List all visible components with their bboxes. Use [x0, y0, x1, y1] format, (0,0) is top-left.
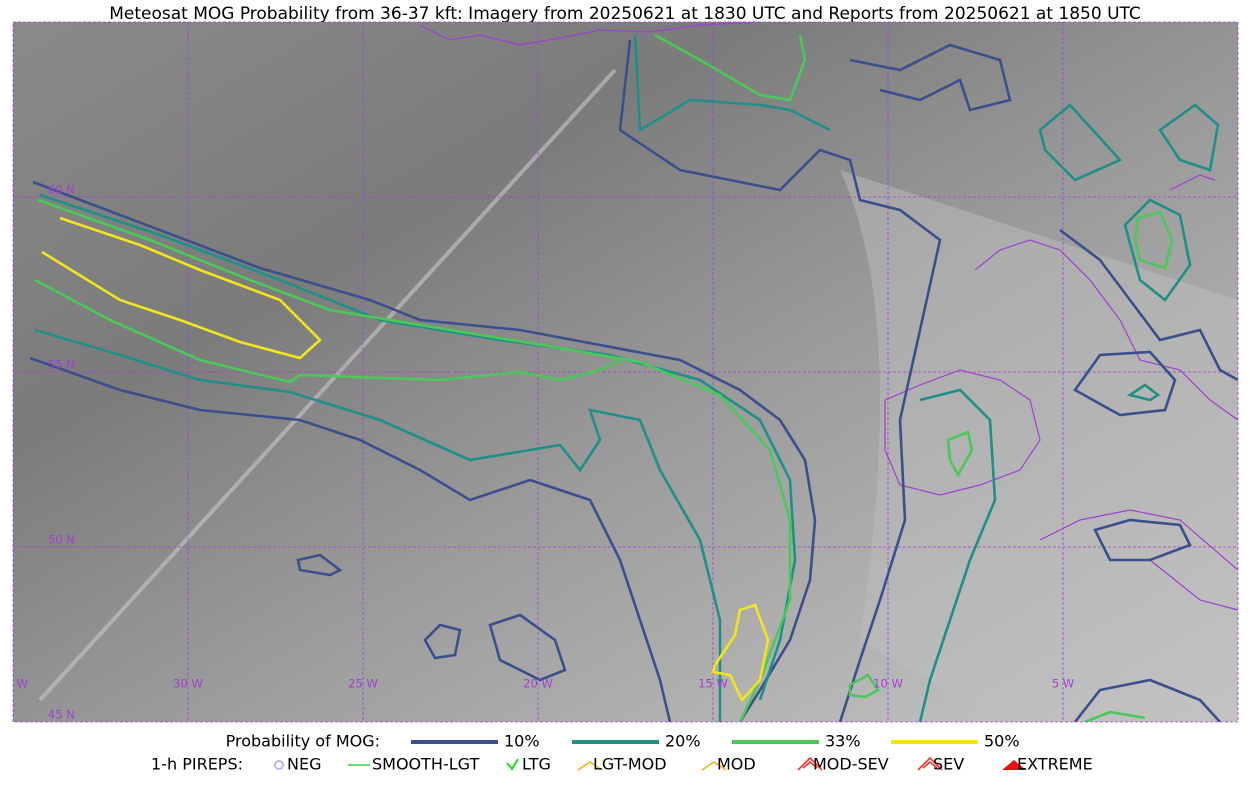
- contour-0: [29, 356, 672, 722]
- contour-0: [618, 39, 942, 722]
- legend-label: 50%: [984, 732, 1020, 751]
- contour-3: [41, 216, 322, 360]
- title: Meteosat MOG Probability from 36-37 kft:…: [109, 4, 1141, 24]
- cloud-area: [840, 170, 1238, 722]
- contour-0: [1093, 518, 1192, 562]
- contour-0: [1073, 350, 1177, 417]
- contour-0: [1059, 228, 1238, 382]
- contour-0: [32, 180, 817, 722]
- map-labels: 60 N 55 N 50 N 45 N 35 W 30 W 25 W 20 W 15 W 10 W…: [0, 183, 1074, 722]
- lon-label: 20 W: [523, 677, 553, 691]
- pirep-label: SEV: [933, 755, 964, 774]
- contour-0: [423, 623, 462, 660]
- pirep-label: LGT-MOD: [593, 755, 667, 774]
- lat-label: 55 N: [48, 358, 75, 372]
- lat-label: 45 N: [48, 708, 75, 722]
- contour-0: [849, 43, 1012, 112]
- pirep-icon: [274, 760, 284, 770]
- contour-2: [946, 430, 974, 478]
- contour-2: [1084, 710, 1146, 722]
- legend-label: 20%: [665, 732, 701, 751]
- legend-label: 10%: [504, 732, 540, 751]
- map-frame: [12, 21, 1239, 723]
- contour-1: [1038, 103, 1123, 182]
- lon-label: 5 W: [1052, 677, 1074, 691]
- coastlines: [419, 22, 1238, 611]
- legend-title: Probability of MOG:: [226, 732, 380, 751]
- contour-2: [654, 33, 807, 102]
- pirep-icon: [797, 756, 823, 771]
- pirep-label: SMOOTH-LGT: [372, 755, 479, 774]
- contour-3: [711, 603, 770, 703]
- legend-label: 33%: [825, 732, 861, 751]
- contrail: [38, 68, 617, 702]
- lon-label: 10 W: [873, 677, 903, 691]
- contour-1: [1123, 198, 1192, 302]
- contour-2: [848, 673, 880, 699]
- contour-0: [488, 613, 567, 682]
- pirep-icon: [917, 756, 943, 771]
- lon-label: 30 W: [173, 677, 203, 691]
- pirep-icon: [701, 761, 727, 771]
- contour-1: [918, 388, 997, 722]
- contour-2: [1133, 210, 1174, 270]
- contour-1: [34, 328, 722, 722]
- map: 60 N 55 N 50 N 45 N 35 W 30 W 25 W 20 W 15 W 10 W…: [0, 22, 1238, 722]
- contour-0: [296, 553, 343, 577]
- contour-2: [34, 278, 621, 384]
- lat-label: 50 N: [48, 533, 75, 547]
- pirep-icon: [1002, 760, 1026, 770]
- lon-label: 25 W: [348, 677, 378, 691]
- pirep-label: LTG: [522, 755, 551, 774]
- pireps-title: 1-h PIREPS:: [151, 755, 243, 774]
- contour-1: [1126, 383, 1161, 402]
- pirep-label: NEG: [287, 755, 321, 774]
- pirep-label: EXTREME: [1017, 755, 1093, 774]
- pirep-icon: [577, 761, 603, 771]
- lat-label: 60 N: [48, 183, 75, 197]
- contour-1: [633, 34, 831, 133]
- lon-label: 35 W: [0, 677, 28, 691]
- lon-label: 15 W: [698, 677, 728, 691]
- contour-2: [37, 198, 792, 722]
- legend: 10% 20% 33% 50% NEG SMOOTH-LGT LTG LGT-MOD MOD MO…: [274, 732, 1093, 774]
- contour-1: [1158, 103, 1220, 172]
- graticule: [13, 22, 1238, 722]
- pirep-icon: [506, 758, 519, 771]
- contours: [29, 33, 1238, 722]
- pirep-label: MOD: [717, 755, 756, 774]
- contour-0: [1073, 678, 1221, 722]
- pirep-label: MOD-SEV: [813, 755, 889, 774]
